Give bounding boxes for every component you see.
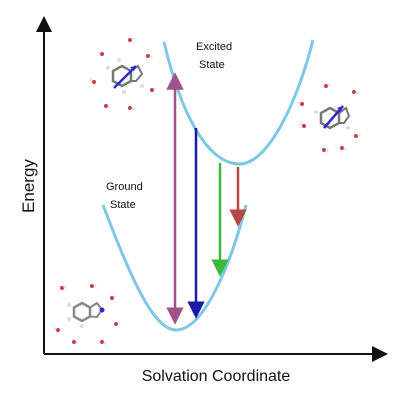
- ground-state-label-line2: State: [110, 199, 136, 211]
- excited-state-label-line1: Excited: [196, 41, 232, 53]
- ground-state-curve: [101, 204, 248, 332]
- ground-state-molecule-icon: [53, 283, 121, 345]
- excited-state-curve: [162, 39, 315, 166]
- excited-state-label-line2: State: [199, 59, 225, 71]
- y-axis-label: Energy: [19, 159, 38, 213]
- x-axis-label: Solvation Coordinate: [142, 368, 291, 385]
- solvated-molecule-excited-icon: [89, 37, 157, 111]
- ground-state-label-line1: Ground: [106, 181, 143, 193]
- relaxed-solvated-molecule-icon: [297, 83, 361, 153]
